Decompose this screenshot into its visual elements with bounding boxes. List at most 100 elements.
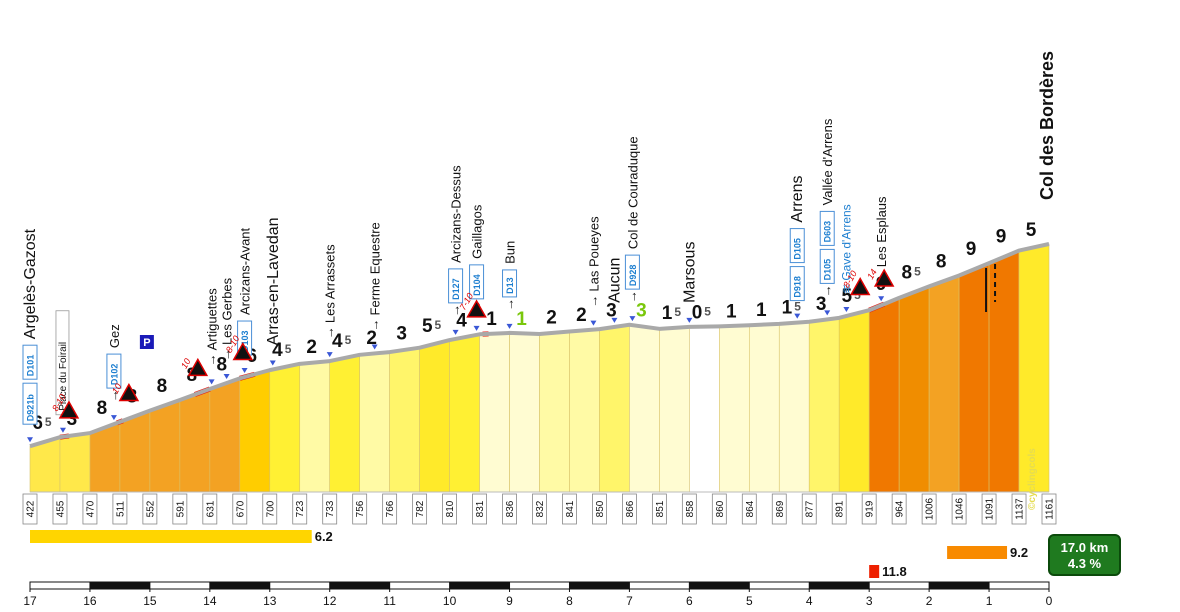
gradient-label: 5 xyxy=(1026,220,1037,241)
gradient-band xyxy=(898,285,930,493)
place-marker xyxy=(269,360,276,366)
gradient-label: 1 xyxy=(516,309,527,330)
place-marker xyxy=(452,329,459,335)
steep-warning-icon xyxy=(232,341,254,361)
profile-line xyxy=(29,242,1050,493)
altitude-value: 670 xyxy=(235,500,246,517)
axis-tick-label: 17 xyxy=(23,594,37,608)
altitude-box xyxy=(831,493,847,525)
place-label: Ferme Equestre xyxy=(368,222,383,315)
section-bar-value: 9.2 xyxy=(1010,545,1028,560)
place-label: Marsous xyxy=(681,242,698,303)
gradient-band xyxy=(569,328,600,493)
altitude-value: 511 xyxy=(115,501,126,517)
place-label: Bun xyxy=(503,241,518,264)
place-label: Gaillagos xyxy=(470,204,485,259)
road-number: D921b xyxy=(26,394,36,422)
axis-tick-label: 10 xyxy=(443,594,457,608)
road-badge xyxy=(22,382,38,425)
altitude-box xyxy=(1011,493,1027,525)
altitude-box xyxy=(1041,493,1057,525)
gradient-band xyxy=(209,377,241,493)
gradient-band xyxy=(269,363,301,493)
road-badge xyxy=(624,254,640,290)
altitude-box xyxy=(412,493,428,525)
summary-average: 4.3 % xyxy=(1068,556,1102,571)
place-marker xyxy=(686,317,693,323)
arrow-icon: → xyxy=(204,353,219,366)
place-marker xyxy=(326,352,333,358)
altitude-box xyxy=(322,493,338,525)
road-number: D603 xyxy=(823,221,833,243)
altitude-value: 858 xyxy=(685,500,696,517)
axis-tick-label: 12 xyxy=(323,594,337,608)
elevation-line xyxy=(29,242,1050,449)
axis-tick-label: 1 xyxy=(986,594,993,608)
road-badge xyxy=(106,353,122,389)
section-bar xyxy=(30,530,312,543)
parking-icon xyxy=(139,335,154,349)
gradient-band xyxy=(389,347,420,493)
place-label: Col de Couraduque xyxy=(625,136,640,249)
axis-tick-label: 15 xyxy=(143,594,157,608)
axis-tick-label: 16 xyxy=(83,594,97,608)
gradient-label: 1 xyxy=(486,309,497,330)
summary-box: 17.0 km 4.3 % xyxy=(1048,534,1121,576)
gradient-label: 2 xyxy=(546,308,557,329)
altitude-value: 552 xyxy=(145,500,156,517)
place-label: Arrens xyxy=(789,175,806,222)
altitude-box xyxy=(472,493,487,525)
arrow-icon: → xyxy=(322,326,337,339)
gradient-label: 3 xyxy=(67,409,78,430)
axis-tick-label: 11 xyxy=(383,594,396,608)
place-marker xyxy=(59,427,66,433)
gradient-band xyxy=(719,324,750,493)
arrow-icon: → xyxy=(585,295,600,308)
altitude-box xyxy=(651,493,667,525)
axis-bar xyxy=(29,581,1050,590)
gradient-label: 8 xyxy=(936,251,947,272)
place-label: ≋ Gave d'Arrens xyxy=(839,204,853,294)
road-badge xyxy=(469,264,485,300)
altitude-value: 866 xyxy=(625,500,636,517)
altitude-value: 860 xyxy=(715,500,726,517)
place-label: Arcizans-Avant xyxy=(238,227,253,315)
altitude-value: 836 xyxy=(505,500,516,517)
axis-tick-label: 13 xyxy=(263,594,277,608)
gradient-label: 9 xyxy=(996,227,1007,248)
place-marker xyxy=(506,323,513,329)
gradient-label: 8 xyxy=(157,376,168,397)
place-marker xyxy=(27,437,33,443)
gradient-band xyxy=(659,326,690,493)
gradient-label: 8 xyxy=(217,354,228,375)
altitude-box xyxy=(112,493,128,525)
altitude-box xyxy=(921,493,937,525)
steep-warning-label: 10 xyxy=(110,382,124,396)
place-label: Les Gerbes xyxy=(220,277,235,345)
road-badge xyxy=(819,248,835,284)
altitude-value: 832 xyxy=(535,500,546,517)
place-labels: D921b D101 Argelès-Gazost Place du Foirail →… xyxy=(22,118,889,443)
place-label: Place du Foirail xyxy=(58,342,69,411)
gradient-band xyxy=(689,326,720,493)
watermark-text: ©cyclingcols xyxy=(1027,448,1038,510)
gradient-band xyxy=(539,331,570,493)
road-number: D103 xyxy=(240,331,250,353)
altitude-box xyxy=(232,493,248,525)
arrow-icon: → xyxy=(448,304,463,317)
place-label: Arras-en-Lavedan xyxy=(265,217,282,345)
altitude-value: 1091 xyxy=(985,497,996,520)
gradient-band xyxy=(808,317,840,493)
axis-segment xyxy=(689,582,750,589)
gradient-label: 6 xyxy=(246,346,257,367)
altitude-box xyxy=(22,493,38,525)
place-label: Arcizans-Dessus xyxy=(449,165,464,263)
axis-segment xyxy=(569,582,630,589)
steep-warning-icon xyxy=(466,299,487,318)
gradient-band xyxy=(149,399,181,493)
road-badge xyxy=(502,269,518,298)
arrow-icon: → xyxy=(106,389,121,402)
altitude-value: 422 xyxy=(26,500,37,517)
gradient-band xyxy=(179,388,211,493)
